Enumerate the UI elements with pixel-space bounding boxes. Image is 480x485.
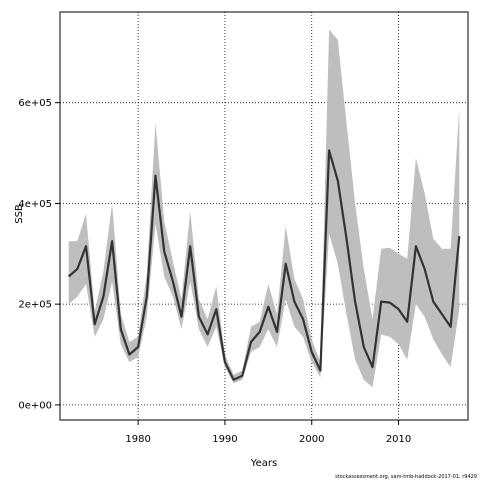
x-tick-label: 1990 bbox=[212, 434, 237, 445]
plot-frame bbox=[59, 11, 469, 421]
y-tick-label: 6e+05 bbox=[18, 98, 52, 109]
y-axis-title: SSB bbox=[14, 204, 25, 224]
ssb-series-line bbox=[67, 149, 461, 381]
x-tick-label: 2010 bbox=[386, 434, 411, 445]
x-tick-label: 2000 bbox=[299, 434, 324, 445]
y-tick-label: 2e+05 bbox=[18, 300, 52, 311]
x-tick-label: 1980 bbox=[125, 434, 150, 445]
source-caption: stockassessment.org, sam-tmb-haddock-201… bbox=[335, 474, 477, 480]
x-axis-title: Years bbox=[250, 458, 277, 469]
y-tick-label: 4e+05 bbox=[18, 199, 52, 210]
y-tick-label: 0e+00 bbox=[18, 400, 52, 411]
axis-ticks: 1980 1990 2000 2010 0e+00 2e+05 4e+05 6e+05 bbox=[18, 98, 411, 445]
confidence-band bbox=[68, 29, 460, 388]
